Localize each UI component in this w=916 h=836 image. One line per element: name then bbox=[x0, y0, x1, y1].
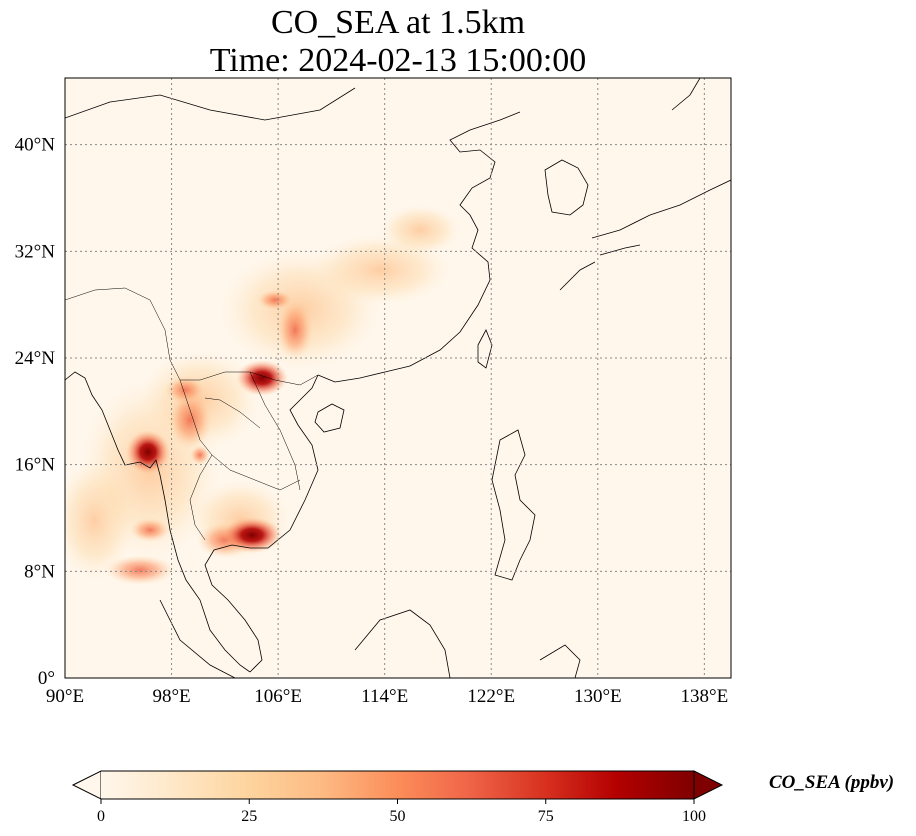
lon-tick-label: 114°E bbox=[361, 686, 408, 707]
lon-tick-label: 90°E bbox=[46, 686, 84, 707]
lat-tick-label: 8°N bbox=[24, 561, 55, 582]
lon-tick-label: 130°E bbox=[574, 686, 622, 707]
lon-tick-label: 106°E bbox=[254, 686, 302, 707]
coastlines bbox=[65, 78, 731, 678]
map-frame bbox=[64, 77, 732, 679]
longitude-tick-labels: 90°E 98°E 106°E 114°E 122°E 130°E 138°E bbox=[46, 686, 728, 707]
lon-tick-label: 98°E bbox=[152, 686, 190, 707]
lon-tick-label: 138°E bbox=[681, 686, 729, 707]
country-borders bbox=[65, 287, 319, 541]
lat-tick-label: 32°N bbox=[15, 241, 56, 262]
lat-tick-label: 24°N bbox=[15, 348, 56, 369]
lat-tick-label: 0° bbox=[38, 668, 55, 689]
latitude-tick-labels: 0° 8°N 16°N 24°N 32°N 40°N bbox=[15, 135, 56, 689]
concentration-field bbox=[65, 205, 460, 585]
map-time-subtitle: Time: 2024-02-13 15:00:00 bbox=[209, 42, 587, 79]
map-title: CO_SEA at 1.5km bbox=[270, 4, 526, 41]
lat-tick-label: 16°N bbox=[15, 455, 56, 476]
lat-tick-label: 40°N bbox=[15, 135, 56, 156]
lon-tick-label: 122°E bbox=[467, 686, 515, 707]
gridlines bbox=[65, 78, 731, 678]
